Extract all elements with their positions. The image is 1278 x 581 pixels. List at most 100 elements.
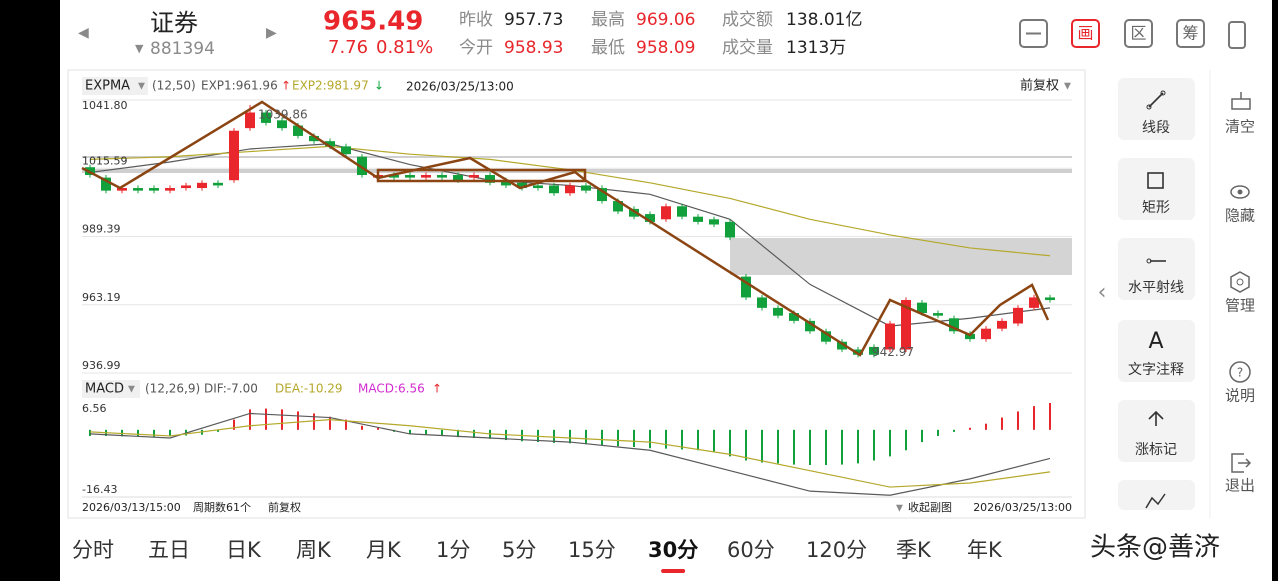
candle-body (709, 219, 719, 225)
candle-body (213, 182, 223, 186)
candle-body (837, 341, 847, 350)
side-icon[interactable]: ? (1229, 361, 1251, 383)
side-icon[interactable] (1231, 92, 1251, 110)
candle-body (357, 156, 367, 176)
indicator-select[interactable] (82, 380, 140, 398)
indicator-params: (12,26,9) (145, 382, 200, 396)
candle-body (629, 208, 639, 217)
icon-part (1237, 189, 1243, 195)
candle-body (437, 175, 447, 178)
candle-body (741, 276, 751, 298)
next-arrow[interactable]: ▶ (266, 25, 277, 41)
side-icon[interactable] (1230, 271, 1250, 293)
candle-body (917, 302, 927, 314)
candle-body (757, 297, 767, 308)
adjust-select[interactable]: 前复权 (1020, 78, 1059, 94)
tool-button[interactable] (1019, 19, 1048, 48)
legend-entry: DEA:-10.29 (275, 382, 343, 396)
candle-body (501, 180, 511, 186)
indicator-name: EXPMA (85, 79, 130, 94)
period-tab[interactable]: 60分 (727, 538, 775, 562)
collapse-toolbar[interactable]: ‹ (1098, 280, 1107, 305)
period-tab[interactable]: 5分 (502, 538, 536, 562)
candle-body (725, 221, 735, 238)
period-tab[interactable]: 分时 (72, 538, 114, 562)
drawn-rectangle (730, 238, 1072, 275)
trend-arrow: ↑ (281, 79, 291, 93)
phone-icon[interactable] (1228, 21, 1246, 49)
collapse-icon: ▼ (896, 504, 903, 514)
stat-value: 1313万 (786, 38, 846, 58)
y-tick-label: 1041.80 (82, 99, 128, 112)
icon-part (1231, 98, 1251, 110)
adjust-label: 前复权 (268, 500, 301, 514)
candle-body (645, 214, 655, 222)
tool-button[interactable] (1118, 78, 1195, 140)
tool-button[interactable] (1118, 158, 1195, 220)
text-icon: A (1148, 329, 1163, 354)
candle-body (869, 346, 879, 355)
period-tab[interactable]: 年K (967, 538, 1003, 562)
side-label: 清空 (1225, 118, 1255, 136)
icon-part (1231, 453, 1252, 473)
candle-body (165, 188, 175, 191)
end-time: 2026/03/25/13:00 (973, 501, 1072, 514)
indicator-line (89, 412, 1051, 496)
period-tab[interactable]: 五日 (148, 538, 190, 562)
stat-label: 今开 (459, 38, 493, 58)
icon-part (1230, 271, 1250, 293)
candle-body (565, 185, 575, 194)
side-label: 管理 (1225, 297, 1255, 315)
active-indicator (661, 569, 686, 573)
period-tab[interactable]: 30分 (648, 538, 698, 562)
period-tab[interactable]: 周K (296, 538, 332, 562)
candle-body (117, 188, 127, 191)
prev-arrow[interactable]: ◀ (78, 25, 89, 41)
tool-button[interactable] (1124, 19, 1153, 48)
tool-button[interactable] (1118, 480, 1195, 510)
legend-entry: MACD:6.56 (358, 382, 425, 396)
candle-body (789, 313, 799, 321)
tool-label: 文字注释 (1128, 362, 1184, 378)
candle-body (981, 328, 991, 340)
period-tab[interactable]: 1分 (436, 538, 470, 562)
period-tab[interactable]: 季K (896, 538, 932, 562)
candle-body (485, 175, 495, 183)
change-pct: 0.81% (376, 37, 433, 58)
candle-body (261, 112, 271, 123)
price: 965.49 (323, 7, 423, 37)
trend-arrow: ↓ (374, 79, 384, 93)
max-label: 1039.86 (258, 108, 308, 122)
candle-body (885, 323, 895, 350)
tool-button[interactable] (1118, 400, 1195, 462)
period-tab[interactable]: 月K (366, 538, 402, 562)
candle-body (309, 135, 319, 142)
candle-body (773, 307, 783, 316)
period-tab[interactable]: 15分 (568, 538, 616, 562)
watermark: 头条@善济 (1090, 533, 1220, 563)
collapse-sub[interactable]: 收起副图 (908, 500, 952, 514)
side-icon[interactable] (1231, 453, 1252, 473)
candle-body (901, 300, 911, 350)
indicator-select[interactable] (82, 77, 148, 95)
candle-body (613, 201, 623, 212)
candle-body (597, 188, 607, 202)
tool-button[interactable] (1118, 320, 1195, 382)
candle-body (549, 185, 559, 194)
candle-body (581, 185, 591, 191)
stat-label: 成交量 (722, 38, 773, 58)
candle-body (325, 141, 335, 147)
tool-button[interactable] (1118, 238, 1195, 300)
side-icon[interactable] (1230, 185, 1250, 199)
stat-value: 138.01亿 (786, 10, 862, 30)
y-tick-label: 963.19 (82, 291, 121, 304)
tool-button[interactable] (1071, 19, 1100, 48)
candle-body (1045, 297, 1055, 301)
period-tab[interactable]: 120分 (806, 538, 867, 562)
tool-button[interactable] (1176, 19, 1205, 48)
legend-entry: EXP1:961.96 (201, 79, 278, 93)
period-tab[interactable]: 日K (226, 538, 262, 562)
tool-label: 筹 (1182, 24, 1198, 43)
stat-label: 最低 (591, 38, 625, 58)
